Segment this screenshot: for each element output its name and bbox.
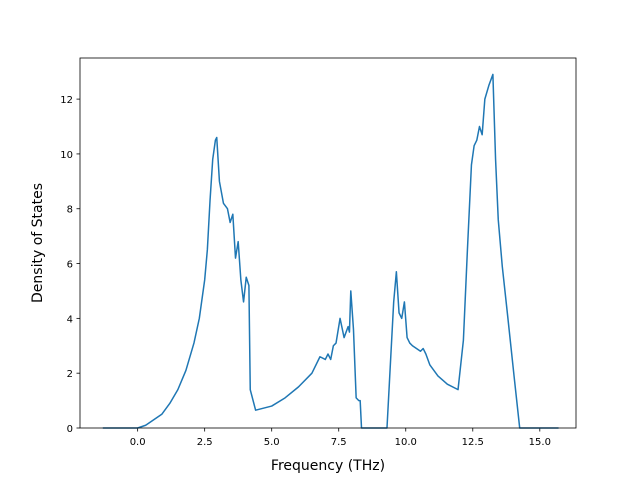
plot-frame — [79, 57, 577, 429]
x-tick-label: 15.0 — [529, 437, 551, 448]
y-tick-label: 8 — [67, 205, 73, 216]
y-tick-label: 10 — [60, 150, 73, 161]
y-tick-label: 2 — [67, 369, 73, 380]
x-tick-label: 7.5 — [331, 437, 347, 448]
x-tick-label: 2.5 — [197, 437, 213, 448]
plot-area-background — [80, 58, 576, 428]
x-tick-label: 0.0 — [130, 437, 146, 448]
y-axis-ticks: 0 2 4 6 8 10 12 — [60, 95, 80, 435]
x-tick-label: 12.5 — [462, 437, 484, 448]
x-tick-label: 10.0 — [395, 437, 417, 448]
y-tick-label: 12 — [60, 95, 73, 106]
y-axis-label: Density of States — [30, 183, 46, 303]
x-tick-label: 5.0 — [264, 437, 280, 448]
y-tick-label: 4 — [67, 314, 73, 325]
y-tick-label: 6 — [67, 260, 73, 271]
y-tick-label: 0 — [67, 424, 73, 435]
density-of-states-line — [102, 73, 559, 429]
x-axis-label: Frequency (THz) — [271, 458, 385, 474]
x-axis-ticks: 0.0 2.5 5.0 7.5 10.0 12.5 15.0 — [130, 428, 551, 448]
